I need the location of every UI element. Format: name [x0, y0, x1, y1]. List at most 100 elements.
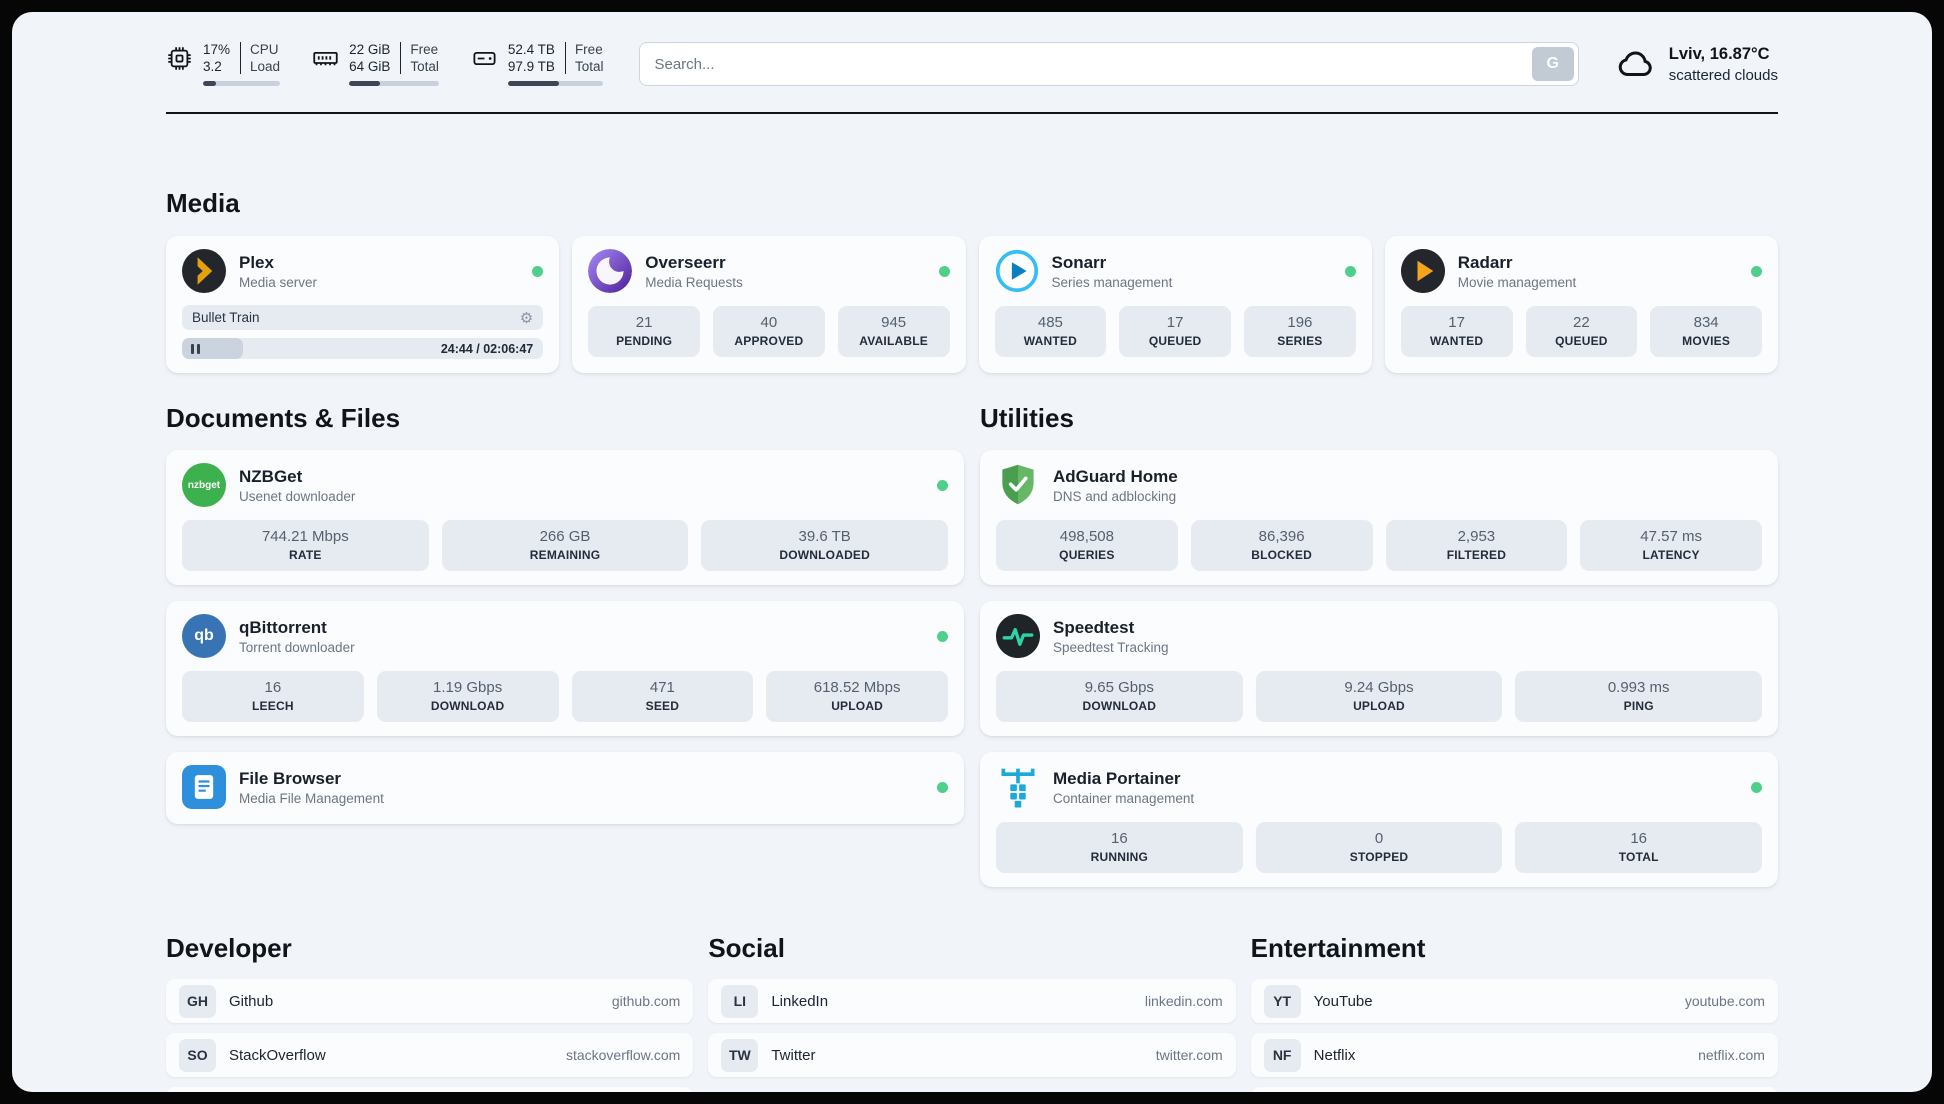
sonarr-icon [994, 249, 1039, 293]
search-input[interactable] [639, 42, 1579, 86]
stat-label: MOVIES [1682, 334, 1731, 348]
status-dot [1344, 265, 1356, 277]
bookmark-link[interactable]: GH Github github.com [166, 979, 694, 1023]
system-stat-labels: Free Total [564, 42, 604, 74]
bookmark-name: Netflix [1313, 1046, 1356, 1064]
status-dot [937, 479, 948, 491]
bookmark-url: youtube.com [1684, 993, 1765, 1009]
stat-value: 9.24 Gbps [1344, 679, 1414, 696]
stat-label: BLOCKED [1251, 548, 1312, 562]
bookmark-link[interactable]: SO StackOverflow stackoverflow.com [166, 1033, 694, 1077]
app-card-header: Overseerr Media Requests [588, 248, 950, 294]
ram-icon [312, 45, 339, 72]
app-title: Radarr [1457, 252, 1513, 272]
bookmark-column: Entertainment YT YouTube youtube.com NF … [1250, 933, 1778, 1092]
app-card[interactable]: Sonarr Series management 485 WANTED 17 Q… [978, 236, 1372, 373]
section-documents: Documents & Files nzbget NZBGet Usenet d… [166, 403, 964, 887]
app-card[interactable]: Radarr Movie management 17 WANTED 22 QUE… [1384, 236, 1778, 373]
app-card-header: qb qBittorrent Torrent downloader [182, 613, 948, 659]
weather-location-temp: Lviv, 16.87°C [1668, 44, 1770, 63]
stat-tile: 0 STOPPED [1255, 822, 1503, 873]
app-subtitle: Movie management [1457, 274, 1577, 290]
system-stat-values: 22 GiB 64 GiB [349, 42, 390, 74]
pause-icon[interactable] [191, 343, 194, 354]
stat-value: 471 [649, 679, 675, 696]
stat-tile: 86,396 BLOCKED [1190, 520, 1373, 571]
app-subtitle: Media server [239, 274, 318, 290]
qbittorrent-icon: qb [182, 614, 226, 658]
header-divider [166, 112, 1778, 114]
utilities-cards: AdGuard Home DNS and adblocking 498,508 … [980, 450, 1778, 887]
overseerr-icon [588, 249, 633, 293]
bookmark-link[interactable]: YT YouTube youtube.com [1250, 979, 1778, 1023]
app-title: AdGuard Home [1053, 466, 1178, 486]
player-seek-bar[interactable]: 24:44 / 02:06:47 [182, 338, 544, 359]
app-card[interactable]: nzbget NZBGet Usenet downloader 744.21 M… [166, 450, 964, 585]
stat-value: 2,953 [1457, 528, 1496, 545]
system-stat-progress-fill [349, 81, 380, 86]
system-stat-progressbar [203, 81, 281, 86]
bookmark-link[interactable]: TW Twitter twitter.com [708, 1033, 1236, 1077]
media-player: Bullet Train ⚙ 24:44 / 02:06:47 [182, 305, 544, 359]
app-subtitle: Usenet downloader [239, 488, 356, 504]
search-engine-button[interactable]: G [1531, 47, 1574, 81]
portainer-icon [996, 765, 1040, 809]
stat-value: 16 [1630, 830, 1648, 847]
app-titles: Speedtest Speedtest Tracking [1053, 618, 1169, 655]
stat-value: 0 [1374, 830, 1384, 847]
cpu-icon [166, 45, 193, 72]
app-title: File Browser [239, 768, 342, 788]
stat-tile: 266 GB REMAINING [441, 520, 689, 571]
player-track-row: Bullet Train ⚙ [182, 305, 544, 330]
stat-label: APPROVED [734, 334, 804, 348]
bookmark-link[interactable]: LI LinkedIn linkedin.com [708, 979, 1236, 1023]
stat-tile: 16 LEECH [182, 671, 364, 722]
bookmark-link[interactable]: RE Reddit reddit.com [1250, 1087, 1778, 1092]
app-card[interactable]: AdGuard Home DNS and adblocking 498,508 … [980, 450, 1778, 585]
plex-icon [182, 249, 226, 293]
bookmark-link[interactable]: NF Netflix netflix.com [1250, 1033, 1778, 1077]
app-titles: File Browser Media File Management [239, 769, 384, 806]
speedtest-icon [996, 614, 1040, 658]
system-stat-progress-fill [203, 81, 217, 86]
player-track-title: Bullet Train [192, 310, 260, 325]
system-stat-value-1: 22 GiB [349, 42, 391, 57]
stat-value: 17 [1166, 314, 1184, 331]
app-icon-slot [1400, 249, 1445, 293]
app-card-header: nzbget NZBGet Usenet downloader [182, 462, 948, 508]
system-stat-label-1: CPU [250, 42, 279, 57]
stat-label: WANTED [1430, 334, 1484, 348]
system-stat-label-2: Total [574, 59, 604, 74]
app-icon-slot [588, 249, 633, 293]
bookmark-column: Social LI LinkedIn linkedin.com TW Twitt… [708, 933, 1236, 1092]
app-card[interactable]: qb qBittorrent Torrent downloader 16 LEE… [166, 601, 964, 736]
cloud-icon [1615, 43, 1657, 85]
system-stat-top: 22 GiB 64 GiB Free Total [312, 42, 439, 74]
bookmark-abbr-icon: NF [1263, 1038, 1301, 1072]
stat-value: 39.6 TB [798, 528, 851, 545]
pause-icon[interactable] [197, 343, 200, 354]
gear-icon[interactable]: ⚙ [519, 309, 534, 327]
bookmark-name: Github [229, 992, 274, 1010]
section-title-utilities: Utilities [980, 403, 1074, 433]
app-title: Speedtest [1053, 617, 1135, 637]
stat-tile: 22 QUEUED [1525, 306, 1638, 357]
system-stat-values: 17% 3.2 [203, 42, 230, 74]
system-stat: 52.4 TB 97.9 TB Free Total [471, 42, 604, 86]
bookmark-link[interactable]: DT DEV dev.to [166, 1087, 694, 1092]
bookmark-rows: GH Github github.com SO StackOverflow st… [166, 979, 694, 1092]
player-time: 24:44 / 02:06:47 [440, 341, 534, 356]
bookmark-name: YouTube [1313, 992, 1373, 1010]
app-card[interactable]: Media Portainer Container management 16 … [980, 752, 1778, 887]
stat-value: 196 [1287, 314, 1313, 331]
app-card-header: Media Portainer Container management [996, 764, 1762, 810]
app-card[interactable]: Plex Media server Bullet Train ⚙ 24:44 /… [166, 236, 560, 373]
app-card[interactable]: File Browser Media File Management [166, 752, 964, 824]
app-titles: qBittorrent Torrent downloader [239, 618, 355, 655]
app-card[interactable]: Speedtest Speedtest Tracking 9.65 Gbps D… [980, 601, 1778, 736]
stat-label: DOWNLOAD [430, 699, 505, 713]
app-card[interactable]: Overseerr Media Requests 21 PENDING 40 A… [572, 236, 966, 373]
app-titles: AdGuard Home DNS and adblocking [1053, 467, 1178, 504]
stat-label: RUNNING [1090, 850, 1149, 864]
app-card-header: Speedtest Speedtest Tracking [996, 613, 1762, 659]
